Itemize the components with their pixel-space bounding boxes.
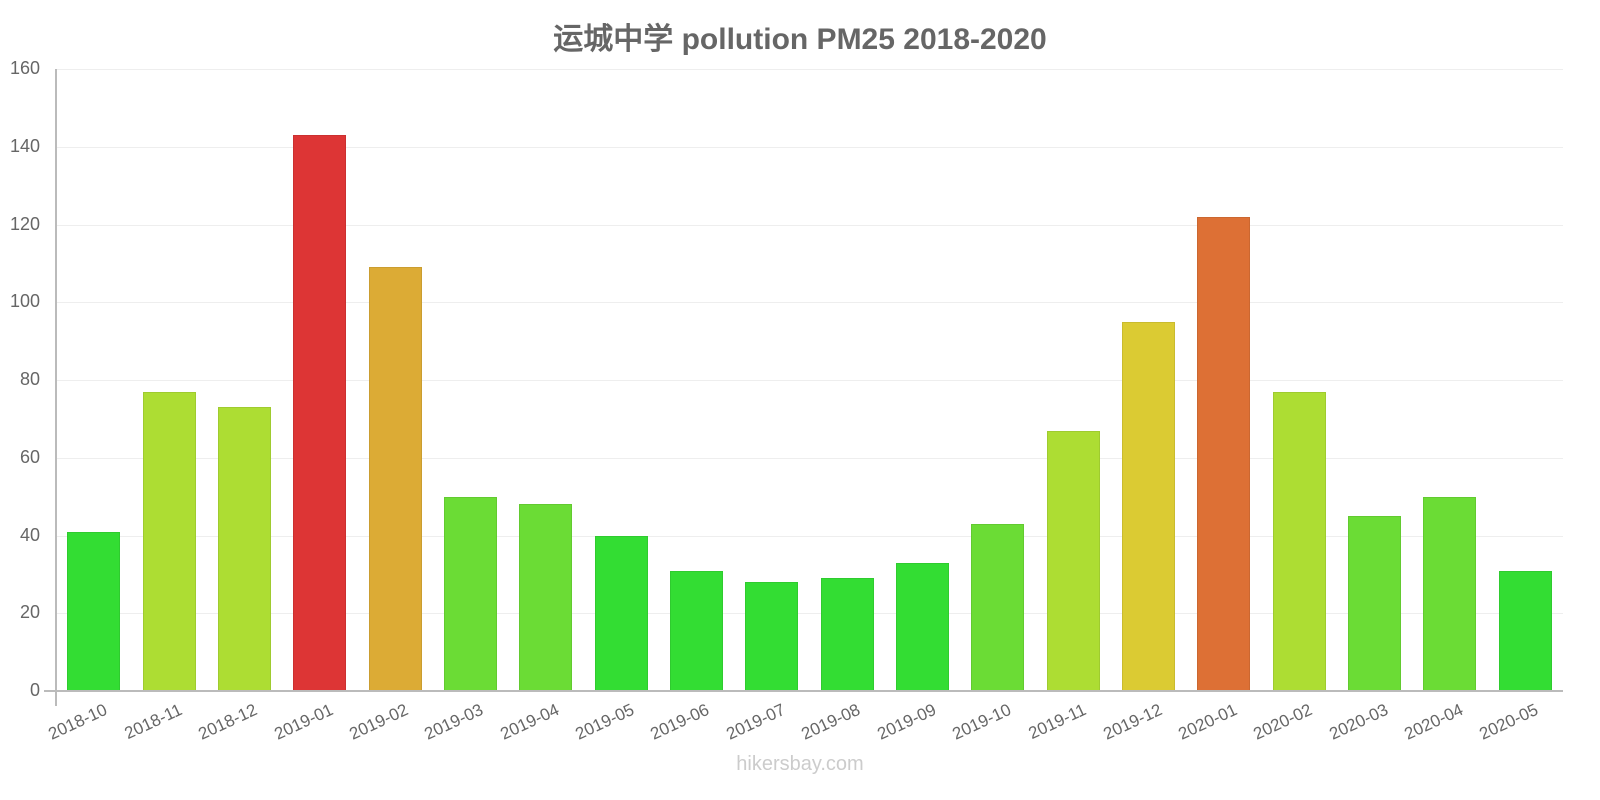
x-tick-label: 2019-01: [271, 700, 336, 744]
x-tick-label: 2019-04: [497, 700, 562, 744]
y-tick-label: 80: [19, 369, 40, 389]
bar-2019-10[interactable]: [971, 523, 1025, 691]
x-tick-label: 2020-01: [1175, 700, 1240, 744]
y-tick-label: 160: [9, 58, 40, 78]
x-tick-label: 2020-05: [1476, 700, 1542, 744]
x-tick-label: 2020-04: [1401, 700, 1466, 744]
gridline: [56, 69, 1563, 70]
bar-2019-09[interactable]: [896, 562, 950, 691]
x-tick-label: 2018-12: [195, 700, 261, 744]
y-tick-label: 40: [19, 524, 40, 545]
y-tick-label: 120: [9, 213, 40, 234]
x-tick-label: 2020-02: [1250, 700, 1316, 744]
bar-2020-05[interactable]: [1498, 570, 1552, 691]
bar-2019-02[interactable]: [368, 267, 422, 691]
y-tick-label: 60: [19, 446, 40, 467]
bar-2020-04[interactable]: [1423, 496, 1477, 691]
bar-2019-11[interactable]: [1046, 430, 1100, 691]
gridline: [56, 146, 1563, 148]
bar-2019-06[interactable]: [669, 570, 723, 691]
x-tick-label: 2019-12: [1100, 700, 1165, 744]
bar-2019-08[interactable]: [820, 578, 874, 691]
bar-2019-01[interactable]: [293, 135, 347, 691]
x-tick-label: 2019-07: [723, 700, 788, 744]
x-tick-label: 2019-09: [873, 700, 939, 744]
bar-2018-11[interactable]: [142, 391, 196, 691]
gridline: [56, 302, 1563, 304]
watermark-footer: hikersbay.com: [736, 753, 864, 775]
y-axis-line: [55, 69, 57, 706]
gridline: [56, 613, 1563, 615]
x-tick-label: 2019-05: [572, 700, 638, 744]
bar-2020-02[interactable]: [1272, 391, 1326, 691]
bar-2020-01[interactable]: [1197, 216, 1251, 691]
bar-2018-10[interactable]: [67, 531, 121, 691]
bar-2019-05[interactable]: [594, 535, 648, 691]
gridline: [56, 380, 1563, 381]
x-tick-label: 2019-02: [346, 700, 412, 744]
bar-2019-07[interactable]: [745, 582, 799, 691]
x-tick-label: 2019-08: [798, 700, 864, 744]
plot-area: [56, 69, 1563, 691]
gridline: [56, 535, 1563, 537]
x-tick-label: 2018-11: [121, 700, 186, 744]
y-tick-label: 20: [19, 602, 40, 623]
bar-2018-12[interactable]: [217, 407, 271, 691]
gridline: [56, 224, 1563, 226]
bar-2019-03[interactable]: [443, 496, 497, 691]
bar-2019-04[interactable]: [519, 504, 573, 691]
x-axis-line: [44, 690, 1563, 692]
y-tick-label: 100: [9, 291, 40, 312]
x-tick-label: 2019-06: [647, 700, 713, 744]
x-tick-label: 2019-10: [949, 700, 1014, 744]
gridline: [56, 457, 1563, 459]
x-tick-label: 2018-10: [45, 700, 110, 744]
x-tick-label: 2020-03: [1326, 700, 1391, 744]
x-tick-label: 2019-11: [1025, 700, 1090, 744]
bar-2020-03[interactable]: [1348, 516, 1402, 691]
y-tick-label: 140: [9, 135, 40, 156]
chart-title: 运城中学 pollution PM25 2018-2020: [553, 23, 1047, 56]
y-tick-label: 0: [29, 680, 40, 700]
x-tick-label: 2019-03: [421, 700, 487, 744]
bar-2019-12[interactable]: [1122, 321, 1176, 691]
